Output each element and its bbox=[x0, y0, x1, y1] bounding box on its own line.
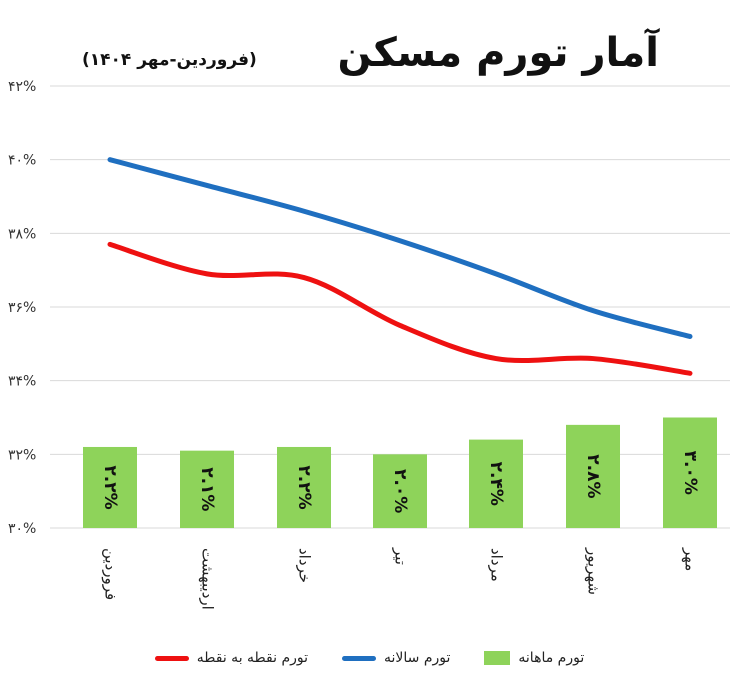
chart-legend: تورم ماهانه تورم سالانه تورم نقطه به نقط… bbox=[0, 646, 739, 670]
chart-subtitle: (فروردین-مهر ۱۴۰۴) bbox=[82, 50, 257, 70]
bar bbox=[566, 424, 620, 528]
bar bbox=[663, 417, 717, 528]
bar-data-label: ۳.۰% bbox=[680, 451, 700, 495]
x-tick-label: مرداد bbox=[488, 548, 506, 582]
bar bbox=[373, 454, 427, 528]
series-line-point bbox=[107, 241, 693, 376]
legend-swatch-annual bbox=[342, 655, 377, 661]
legend-swatch-monthly bbox=[484, 651, 511, 665]
bar bbox=[180, 450, 234, 528]
series-line-annual bbox=[107, 157, 693, 339]
bar-data-label: ۲.۱% bbox=[197, 467, 217, 511]
x-tick-label: فروردین bbox=[102, 548, 120, 600]
x-tick-label: خرداد bbox=[296, 548, 314, 583]
x-tick-label: مهر bbox=[682, 547, 700, 571]
bar bbox=[277, 446, 331, 528]
chart-title: آمار تورم مسکن bbox=[337, 30, 659, 76]
bar-data-label: ۲.۲% bbox=[100, 465, 120, 509]
legend-label-annual: تورم سالانه bbox=[384, 650, 451, 666]
y-tick-label: ۳۶% bbox=[8, 300, 36, 316]
bar-data-label: ۲.۰% bbox=[390, 469, 410, 513]
legend-item-point[interactable]: تورم نقطه به نقطه bbox=[154, 650, 309, 666]
x-tick-label: اردیبهشت bbox=[199, 548, 217, 610]
x-tick-label: شهریور bbox=[585, 547, 603, 595]
y-tick-label: ۳۸% bbox=[8, 226, 36, 242]
bar-data-label: ۲.۴% bbox=[486, 462, 506, 506]
legend-item-monthly[interactable]: تورم ماهانه bbox=[484, 650, 584, 666]
y-tick-label: ۳۰% bbox=[8, 521, 36, 537]
bar bbox=[83, 446, 137, 528]
bar-data-label: ۲.۸% bbox=[583, 454, 603, 498]
bar bbox=[469, 439, 523, 528]
legend-label-point: تورم نقطه به نقطه bbox=[196, 650, 309, 666]
y-tick-label: ۳۴% bbox=[8, 374, 36, 390]
y-tick-label: ۴۰% bbox=[8, 153, 36, 169]
y-tick-label: ۳۲% bbox=[8, 447, 36, 463]
x-tick-label: تیر bbox=[392, 547, 410, 565]
y-tick-label: ۴۲% bbox=[8, 79, 36, 95]
legend-label-monthly: تورم ماهانه bbox=[518, 650, 585, 666]
legend-item-annual[interactable]: تورم سالانه bbox=[342, 650, 450, 666]
legend-swatch-point bbox=[154, 655, 189, 661]
bar-data-label: ۲.۲% bbox=[294, 465, 314, 509]
